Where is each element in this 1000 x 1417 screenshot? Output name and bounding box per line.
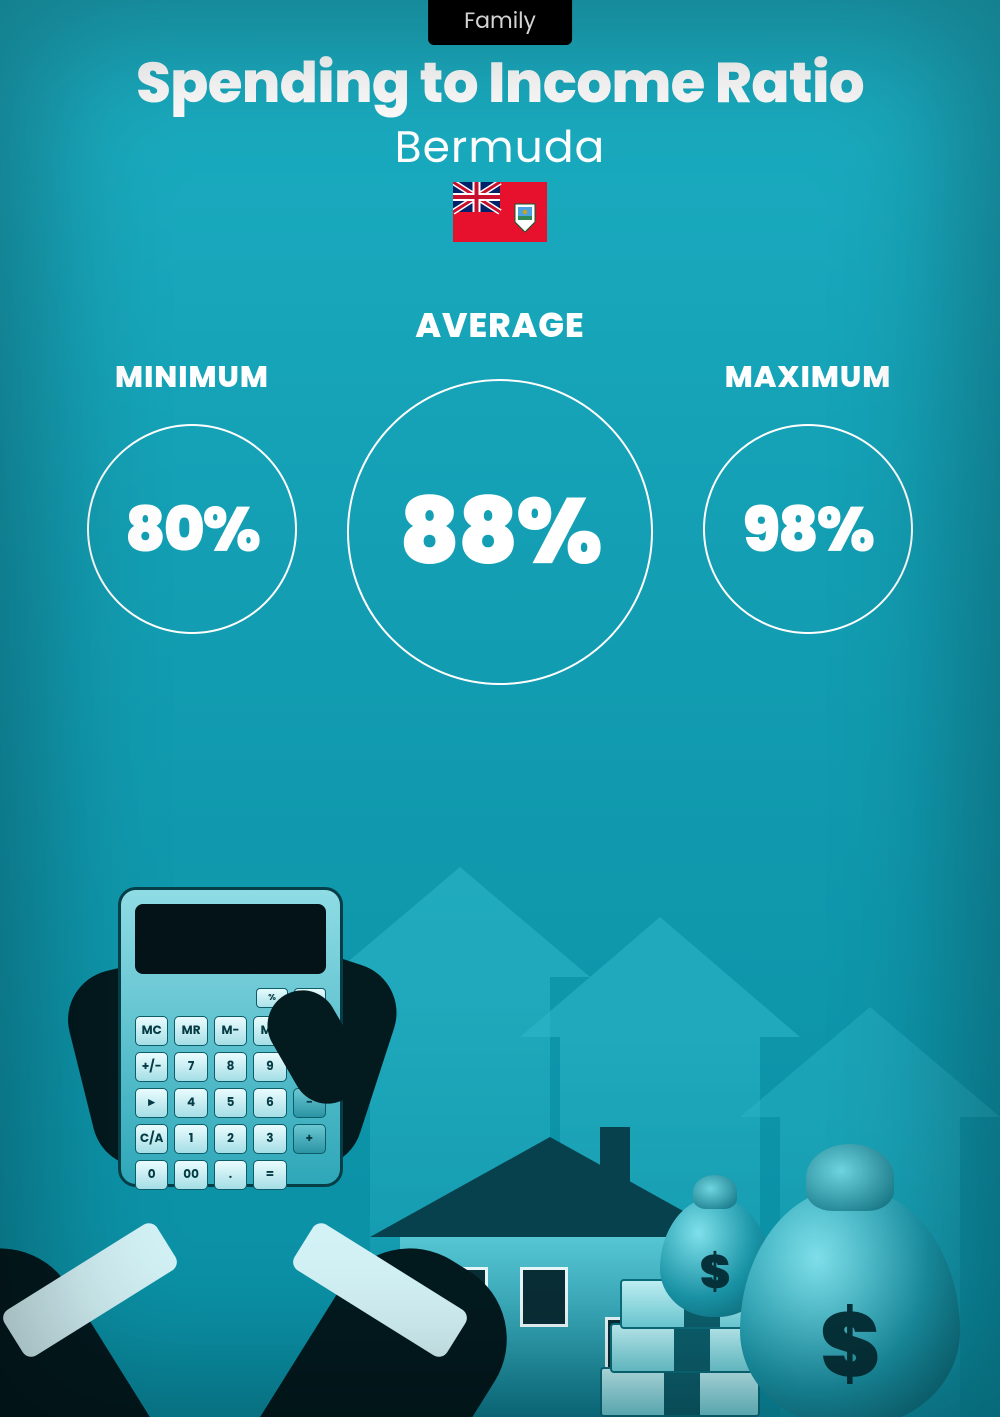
page-title: Spending to Income Ratio [0,40,1000,125]
calculator-key: ► [135,1088,168,1118]
calculator-key: M- [214,1016,247,1046]
bottom-illustration: $ $ %MU MCMRM-M+÷+/-789×►456−C/A123+000.… [0,777,1000,1417]
country-flag [453,182,547,242]
calculator-key: + [293,1124,326,1154]
calculator-key: +/- [135,1052,168,1082]
calculator-screen [135,904,326,974]
stat-minimum-circle: 80% [87,424,297,634]
stat-minimum: MINIMUM 80% [87,354,297,634]
calculator-key: = [253,1160,286,1190]
calculator-key: 5 [214,1088,247,1118]
calculator-key: . [214,1160,247,1190]
stat-average-value: 88% [399,463,600,601]
stat-maximum-label: MAXIMUM [725,354,892,400]
calculator-key: 2 [214,1124,247,1154]
calculator-key: MR [174,1016,207,1046]
stats-row: MINIMUM 80% AVERAGE 88% MAXIMUM 98% [0,300,1000,685]
calculator-key: MC [135,1016,168,1046]
calculator-key: 00 [174,1160,207,1190]
calculator-key: C/A [135,1124,168,1154]
stat-maximum-circle: 98% [703,424,913,634]
stat-average-label: AVERAGE [415,300,584,351]
stat-average-circle: 88% [347,379,653,685]
category-badge: Family [428,0,572,45]
calculator-key: 8 [214,1052,247,1082]
calculator-key: 0 [135,1160,168,1190]
stat-average: AVERAGE 88% [347,300,653,685]
stat-maximum-value: 98% [743,483,873,576]
calculator-key: 4 [174,1088,207,1118]
hands-calculator-icon: %MU MCMRM-M+÷+/-789×►456−C/A123+000.= [0,817,490,1417]
stat-minimum-label: MINIMUM [115,354,269,400]
calculator-key: 1 [174,1124,207,1154]
calculator-key: 6 [253,1088,286,1118]
stat-maximum: MAXIMUM 98% [703,354,913,634]
country-name: Bermuda [0,115,1000,180]
calculator-key: 7 [174,1052,207,1082]
calculator-key: 3 [253,1124,286,1154]
stat-minimum-value: 80% [125,483,259,576]
